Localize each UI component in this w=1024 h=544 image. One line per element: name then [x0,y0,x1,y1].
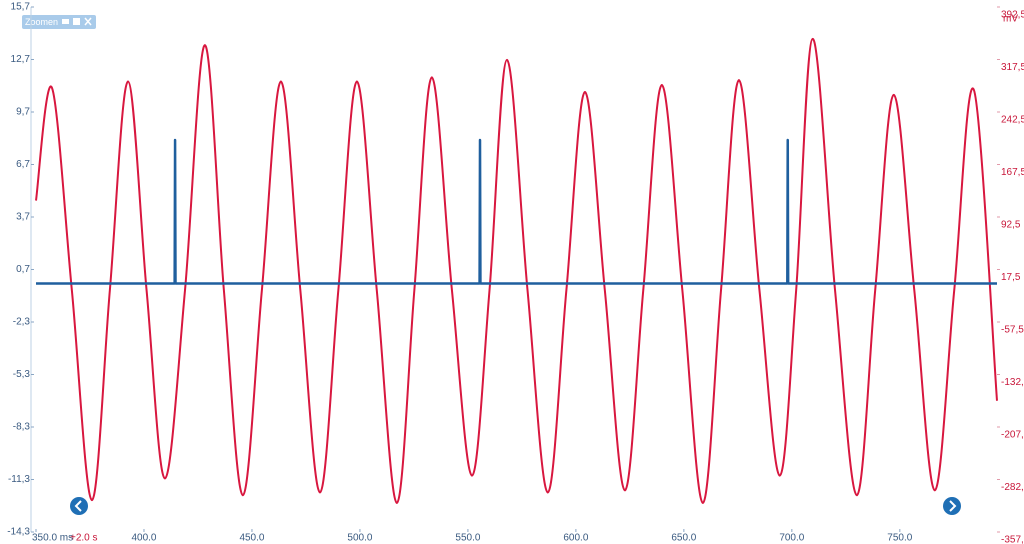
y2-tick-label: 317,5 [1001,62,1024,73]
y2-tick-label: 92,5 [1001,220,1021,231]
y2-unit: mV [1003,14,1018,25]
y2-tick-label: -57,5 [1001,325,1024,336]
y-tick-label: 6,7 [16,159,30,170]
zoom-toolbar[interactable]: Zoomen [22,15,96,29]
y-tick-label: 0,7 [16,264,30,275]
y-tick-label: -11,3 [8,474,30,485]
y2-tick-label: -357,5 [1001,535,1024,544]
scroll-left[interactable] [70,497,88,515]
zoom-icon [62,19,69,24]
x-tick-label: 500.0 [347,533,372,544]
y2-tick-label: -132,5 [1001,377,1024,388]
y2-tick-label: -207,5 [1001,430,1024,441]
scroll-right-button [943,497,961,515]
y2-tick-label: 167,5 [1001,167,1024,178]
scroll-right[interactable] [943,497,961,515]
y-tick-label: -2,3 [13,317,31,328]
scroll-left-arrow [74,500,82,512]
signal-trace [36,138,997,285]
y-tick-label: 3,7 [16,212,30,223]
time-offset: +2.0 s [70,533,98,544]
y2-tick-label: -282,5 [1001,482,1024,493]
y-tick-label: 9,7 [16,107,30,118]
signal-trace [35,37,998,504]
zoom-label: Zoomen [25,17,58,27]
y2-tick-label: 242,5 [1001,115,1024,126]
scroll-right-arrow [949,500,957,512]
x-tick-label: 550.0 [455,533,480,544]
y-tick-label: 12,7 [11,54,31,65]
y-tick-label: -5,3 [13,369,31,380]
y-tick-label: -14,3 [7,527,30,538]
y2-tick-label: 17,5 [1001,272,1021,283]
x-tick-label: 350.0 ms [32,533,73,544]
x-tick-label: 450.0 [239,533,264,544]
x-tick-label: 700.0 [779,533,804,544]
zoom-close [84,17,92,26]
y2-tick-label: 392,5 [1001,10,1024,21]
x-tick-label: 400.0 [131,533,156,544]
x-tick-label: 650.0 [671,533,696,544]
y-tick-label: -8,3 [13,422,31,433]
scroll-left-button [70,497,88,515]
zoom-icon [73,18,80,25]
x-tick-label: 750.0 [887,533,912,544]
x-tick-label: 600.0 [563,533,588,544]
y-tick-label: 15,7 [11,2,31,13]
